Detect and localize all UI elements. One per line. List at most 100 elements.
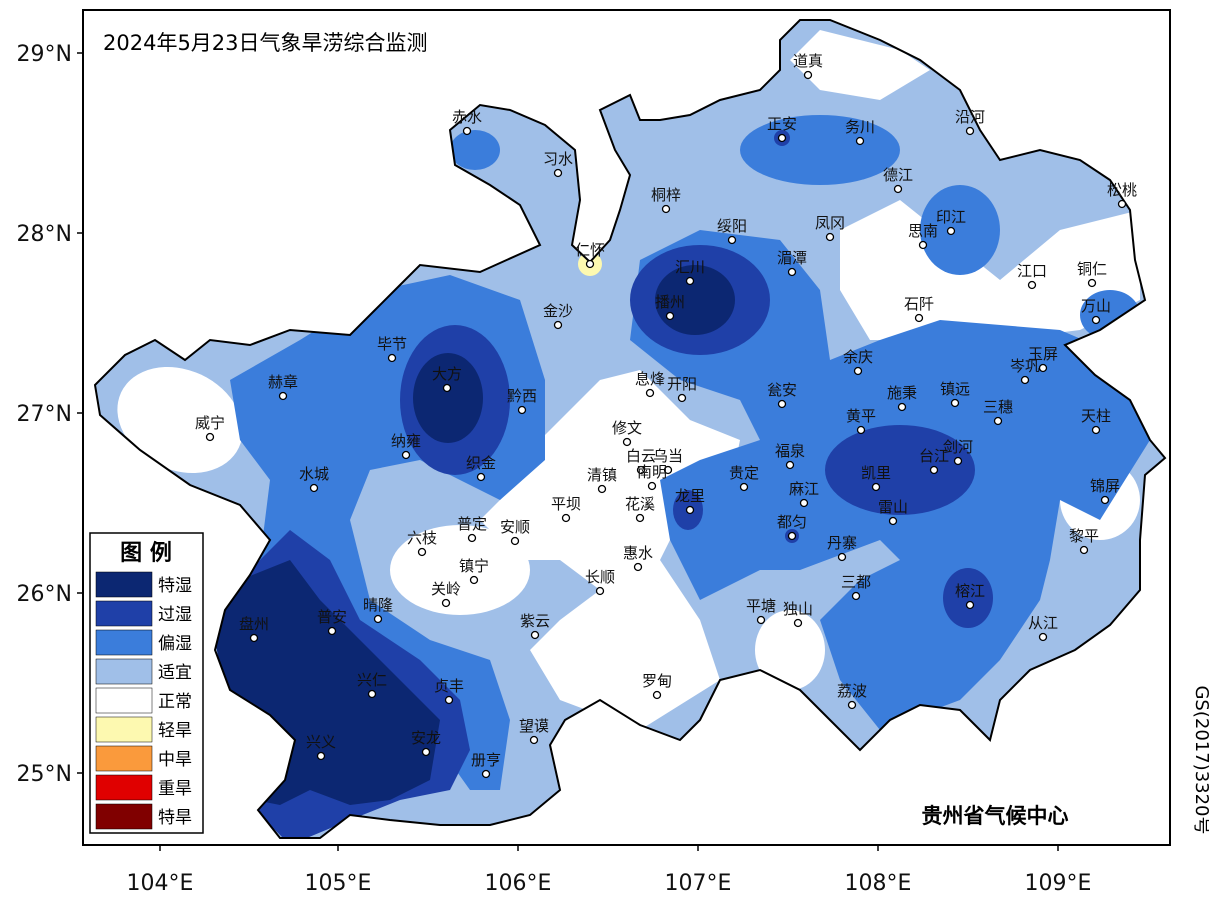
legend-swatch [95, 571, 153, 598]
city-dot [685, 505, 695, 515]
city-dot [855, 136, 865, 146]
city-name: 印江 [936, 208, 966, 226]
city-name: 六枝 [407, 529, 437, 547]
city-name: 播州 [655, 293, 685, 311]
city-dot [918, 240, 928, 250]
city-name: 三穗 [983, 398, 1013, 416]
city-name: 江口 [1017, 262, 1047, 280]
city-name: 三都 [841, 573, 871, 591]
city-name: 从江 [1028, 614, 1058, 632]
city-dot [633, 562, 643, 572]
city-dot [442, 383, 452, 393]
city-name: 兴仁 [357, 671, 387, 689]
legend-swatch [95, 803, 153, 830]
city-dot [677, 393, 687, 403]
city-dot [595, 586, 605, 596]
legend-swatch [95, 774, 153, 801]
city-dot [510, 536, 520, 546]
city-dot [1091, 315, 1101, 325]
city-dot [278, 391, 288, 401]
city-dot [787, 531, 797, 541]
city-dot [205, 432, 215, 442]
city-dot [914, 313, 924, 323]
city-dot [597, 484, 607, 494]
lon-label: 106°E [485, 871, 552, 896]
city-dot [373, 614, 383, 624]
city-name: 毕节 [377, 335, 407, 353]
city-dot [871, 482, 881, 492]
city-dot [888, 516, 898, 526]
city-dot [856, 425, 866, 435]
city-dot [946, 226, 956, 236]
city-name: 贵定 [729, 464, 759, 482]
lon-label: 104°E [127, 871, 194, 896]
lon-label: 107°E [665, 871, 732, 896]
city-dot [727, 235, 737, 245]
city-name: 天柱 [1081, 407, 1111, 425]
city-name: 万山 [1081, 297, 1111, 315]
city-name: 惠水 [623, 544, 653, 562]
city-name: 赫章 [268, 373, 298, 391]
lon-label: 109°E [1025, 871, 1092, 896]
map-title: 2024年5月23日气象旱涝综合监测 [103, 31, 428, 55]
map-number: GS(2017)3320号 [1191, 685, 1209, 834]
city-name: 镇远 [940, 380, 970, 398]
lon-label: 105°E [305, 871, 372, 896]
city-name: 福泉 [775, 442, 805, 460]
legend-label: 偏湿 [158, 634, 192, 654]
city-name: 正安 [767, 115, 797, 133]
city-dot [309, 483, 319, 493]
city-name: 罗甸 [642, 672, 672, 690]
city-name: 松桃 [1107, 181, 1137, 199]
city-name: 纳雍 [391, 432, 421, 450]
city-name: 铜仁 [1077, 260, 1107, 278]
city-dot [851, 591, 861, 601]
city-name: 平塘 [746, 597, 776, 615]
lat-label: 25°N [17, 762, 72, 787]
city-dot [950, 398, 960, 408]
city-name: 长顺 [585, 568, 615, 586]
city-name: 锦屏 [1090, 477, 1120, 495]
legend-swatch [95, 716, 153, 743]
city-name: 乌当 [653, 447, 683, 465]
city-name: 务川 [845, 118, 875, 136]
lat-label: 29°N [17, 42, 72, 67]
city-dot [645, 388, 655, 398]
city-dot [825, 232, 835, 242]
city-name: 清镇 [587, 466, 617, 484]
city-name: 道真 [793, 52, 823, 70]
city-dot [1079, 545, 1089, 555]
city-name: 织金 [466, 454, 496, 472]
city-dot [553, 320, 563, 330]
city-dot [685, 276, 695, 286]
city-dot [327, 626, 337, 636]
city-name: 石阡 [904, 295, 934, 313]
city-dot [777, 133, 787, 143]
city-dot [1020, 375, 1030, 385]
legend-label: 重旱 [158, 779, 192, 799]
city-dot [661, 204, 671, 214]
city-dot [953, 456, 963, 466]
city-name: 晴隆 [363, 596, 393, 614]
city-name: 雷山 [878, 498, 908, 516]
city-name: 紫云 [520, 612, 550, 630]
city-name: 平坝 [551, 495, 581, 513]
city-dot [635, 513, 645, 523]
city-dot [421, 747, 431, 757]
city-name: 南明 [637, 463, 667, 481]
city-name: 息烽 [635, 370, 665, 388]
city-dot [1091, 425, 1101, 435]
legend-title: 图 例 [120, 541, 172, 566]
city-dot [481, 769, 491, 779]
city-name: 赤水 [452, 108, 482, 126]
city-name: 台江 [919, 447, 949, 465]
lat-label: 28°N [17, 222, 72, 247]
city-dot [517, 405, 527, 415]
city-name: 瓮安 [767, 381, 797, 399]
city-name: 思南 [908, 222, 938, 240]
city-dot [417, 547, 427, 557]
city-name: 普定 [457, 515, 487, 533]
